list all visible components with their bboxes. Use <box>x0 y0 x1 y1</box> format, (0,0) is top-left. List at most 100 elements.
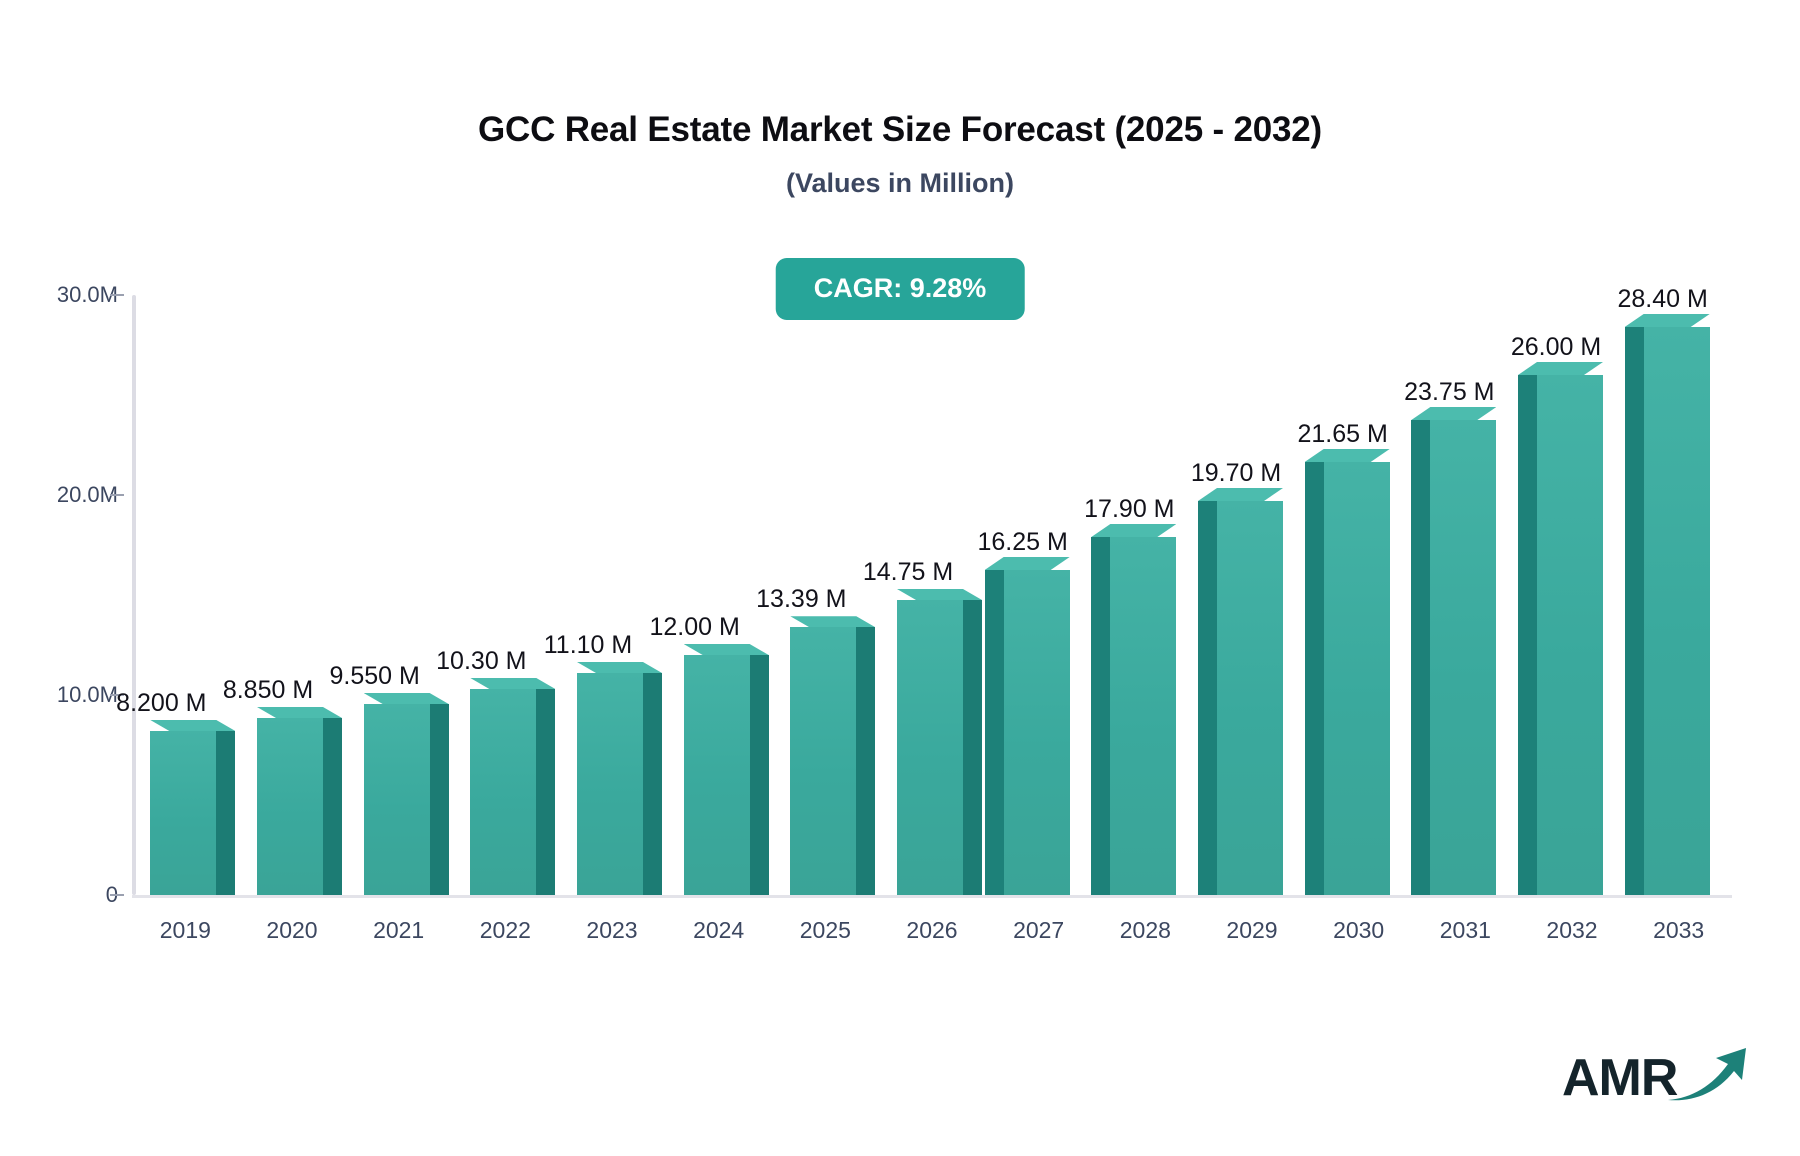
logo-text: AMR <box>1562 1049 1678 1107</box>
x-axis-tick-label: 2033 <box>1653 917 1705 943</box>
bar-column <box>1624 295 1710 895</box>
bar-top-face <box>150 720 235 731</box>
bar-value-label: 28.40 M <box>1617 285 1708 313</box>
bar-column <box>1304 295 1390 895</box>
bar-value-label: 23.75 M <box>1404 378 1495 406</box>
bar-value-label: 10.30 M <box>436 647 527 675</box>
bar-top-face <box>790 616 875 627</box>
bar-side-face <box>323 718 342 895</box>
bar-top-face <box>897 589 982 600</box>
x-axis-tick-label: 2022 <box>479 917 531 943</box>
bar-value-label: 9.550 M <box>329 662 420 690</box>
y-axis-tick-label: 10.0M <box>56 682 118 707</box>
bar-front-face <box>150 731 217 895</box>
bar-column <box>1198 295 1283 895</box>
y-axis-spine <box>132 295 136 895</box>
bar-side-face <box>1091 537 1111 895</box>
bar-top-face <box>985 557 1070 570</box>
bar-value-label: 8.850 M <box>222 676 314 704</box>
x-axis-tick-label: 2020 <box>266 917 318 943</box>
x-axis-tick-label: 2025 <box>799 917 851 943</box>
page-subtitle: (Values in Million) <box>785 168 1015 198</box>
y-axis-tick-mark <box>110 494 124 496</box>
x-axis-spine <box>132 895 1732 898</box>
x-axis-tick-label: 2019 <box>159 917 211 943</box>
bar-value-label: 17.90 M <box>1084 495 1175 523</box>
x-axis-tick-label: 2023 <box>586 917 638 943</box>
bar-front-face <box>790 627 857 895</box>
bar-top-face <box>364 693 449 704</box>
bar-front-face <box>1003 570 1070 895</box>
y-axis-tick-label: 20.0M <box>56 482 118 507</box>
x-axis-tick-label: 2024 <box>693 917 745 943</box>
x-axis-tick-label: 2028 <box>1119 917 1171 943</box>
bar-side-face <box>1198 501 1217 895</box>
bar-value-label: 14.75 M <box>862 558 954 586</box>
bar-column <box>1091 295 1177 895</box>
bar-front-face <box>1323 462 1390 895</box>
bar-side-face <box>643 673 662 895</box>
bar-side-face <box>1304 462 1324 895</box>
bar-side-face <box>984 570 1004 895</box>
bar-side-face <box>1518 375 1537 895</box>
bar-front-face <box>1217 501 1283 895</box>
x-axis-tick-label: 2031 <box>1439 917 1491 943</box>
bar-column <box>577 295 662 895</box>
page-title: GCC Real Estate Market Size Forecast (20… <box>478 110 1322 149</box>
bar-side-face <box>429 704 449 895</box>
bar-front-face <box>1643 327 1710 895</box>
bar-front-face <box>257 718 323 895</box>
bar-value-label: 26.00 M <box>1510 333 1602 361</box>
bar-side-face <box>536 689 556 895</box>
bar-column <box>1411 295 1497 895</box>
bar-top-face <box>257 707 342 718</box>
y-axis-tick-mark <box>110 894 124 896</box>
bar-top-face <box>1091 524 1176 537</box>
bar-value-label: 16.25 M <box>977 528 1068 556</box>
bar-front-face <box>363 704 430 895</box>
x-axis-tick-label: 2027 <box>1013 917 1065 943</box>
x-axis-tick-label: 2021 <box>373 917 425 943</box>
bar-column <box>470 295 556 895</box>
bar-column <box>150 295 236 895</box>
bar-top-face <box>470 678 555 689</box>
bar-value-label: 13.39 M <box>756 585 847 614</box>
bar-side-face <box>749 655 769 895</box>
x-axis-tick-label: 2030 <box>1333 917 1385 943</box>
bar-front-face <box>1537 375 1603 895</box>
x-axis-tick-label: 2026 <box>906 917 958 943</box>
bar-value-label: 19.70 M <box>1190 459 1282 487</box>
bar-side-face <box>856 627 876 895</box>
bar-side-face <box>963 600 982 895</box>
y-axis-tick-mark <box>110 294 124 296</box>
bar-top-face <box>1305 449 1390 462</box>
bar-column <box>984 295 1070 895</box>
cagr-badge: CAGR: 9.28% <box>775 258 1025 320</box>
plot-area: 0 10.0M 20.0M 30.0M 8.200 M 8.850 M 9.550 M 10… <box>57 282 1732 943</box>
y-axis-tick-mark <box>110 694 124 696</box>
bar-front-face <box>897 600 963 895</box>
bar-value-label: 8.200 M <box>116 689 207 717</box>
bar-column <box>1518 295 1603 895</box>
bar-front-face <box>1430 420 1497 895</box>
bar-front-face <box>683 655 750 895</box>
bar-top-face <box>684 644 769 655</box>
bar-column <box>363 295 449 895</box>
y-axis-tick-label: 30.0M <box>56 282 118 307</box>
bar-side-face <box>216 731 236 895</box>
bar-front-face <box>1110 537 1177 895</box>
y-axis-tick-label: 0 <box>105 882 118 907</box>
x-axis-tick-label: 2032 <box>1546 917 1598 943</box>
bar-value-label: 11.10 M <box>543 631 633 659</box>
x-axis-tick-label: 2029 <box>1226 917 1278 943</box>
growth-arrow-icon <box>1668 1048 1746 1101</box>
bar-side-face <box>1411 420 1431 895</box>
bar-series: 8.200 M 8.850 M 9.550 M 10.30 M 11.10 M 12.00… <box>116 285 1732 895</box>
bar-value-label: 12.00 M <box>649 613 740 641</box>
bar-top-face <box>1411 407 1496 420</box>
amr-logo: AMR <box>1562 1034 1752 1114</box>
bar-column <box>257 295 342 895</box>
bar-column <box>790 295 876 895</box>
bar-front-face <box>577 673 643 895</box>
